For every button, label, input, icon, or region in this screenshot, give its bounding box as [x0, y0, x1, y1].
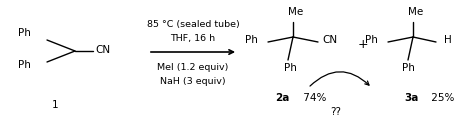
Text: Ph: Ph: [18, 28, 31, 38]
Text: 25%: 25%: [428, 93, 455, 103]
Text: Ph: Ph: [18, 60, 31, 70]
Text: Ph: Ph: [245, 35, 258, 45]
Text: H: H: [444, 35, 452, 45]
Text: Ph: Ph: [283, 63, 296, 73]
Text: THF, 16 h: THF, 16 h: [171, 34, 216, 42]
Text: +: +: [358, 37, 368, 50]
Text: CN: CN: [322, 35, 337, 45]
Text: 2a: 2a: [275, 93, 289, 103]
Text: 3a: 3a: [405, 93, 419, 103]
Text: 74%: 74%: [300, 93, 327, 103]
Text: Ph: Ph: [401, 63, 414, 73]
Text: NaH (3 equiv): NaH (3 equiv): [160, 77, 226, 87]
Text: ??: ??: [330, 107, 341, 117]
Text: CN: CN: [95, 45, 110, 55]
Text: Ph: Ph: [365, 35, 378, 45]
Text: Me: Me: [288, 7, 304, 17]
Text: Me: Me: [409, 7, 424, 17]
Text: 1: 1: [52, 100, 58, 110]
Text: 85 °C (sealed tube): 85 °C (sealed tube): [146, 20, 239, 30]
Text: MeI (1.2 equiv): MeI (1.2 equiv): [157, 64, 228, 72]
